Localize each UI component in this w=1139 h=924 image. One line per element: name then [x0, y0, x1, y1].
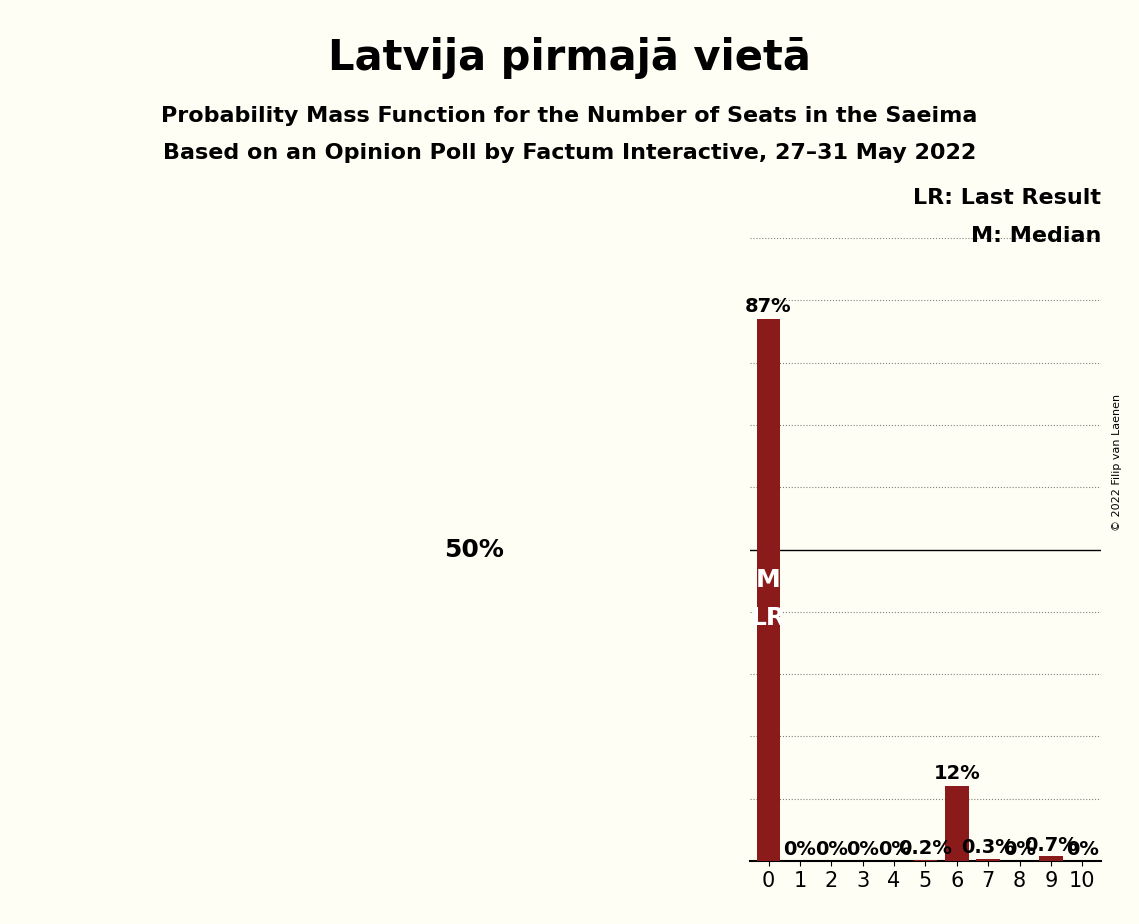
Text: LR: LR — [751, 605, 786, 629]
Text: 50%: 50% — [444, 538, 503, 562]
Text: 0.2%: 0.2% — [899, 839, 952, 857]
Text: 0.7%: 0.7% — [1024, 835, 1077, 855]
Text: 0%: 0% — [846, 840, 879, 859]
Bar — [913, 859, 937, 861]
Bar — [976, 859, 1000, 861]
Text: M: Median: M: Median — [970, 225, 1101, 246]
Text: LR: Last Result: LR: Last Result — [913, 188, 1101, 209]
Bar — [756, 319, 780, 861]
Text: © 2022 Filip van Laenen: © 2022 Filip van Laenen — [1112, 394, 1122, 530]
Text: Probability Mass Function for the Number of Seats in the Saeima: Probability Mass Function for the Number… — [162, 106, 977, 127]
Text: 0.3%: 0.3% — [961, 838, 1015, 857]
Text: 0%: 0% — [878, 840, 910, 859]
Text: 0%: 0% — [814, 840, 847, 859]
Text: Based on an Opinion Poll by Factum Interactive, 27–31 May 2022: Based on an Opinion Poll by Factum Inter… — [163, 143, 976, 164]
Text: Latvija pirmajā vietā: Latvija pirmajā vietā — [328, 37, 811, 79]
Text: 0%: 0% — [1066, 840, 1099, 859]
Text: M: M — [756, 568, 781, 592]
Bar — [1039, 857, 1063, 861]
Bar — [945, 786, 968, 861]
Text: 0%: 0% — [1003, 840, 1036, 859]
Text: 12%: 12% — [934, 764, 981, 783]
Text: 0%: 0% — [784, 840, 817, 859]
Text: 87%: 87% — [745, 297, 792, 316]
